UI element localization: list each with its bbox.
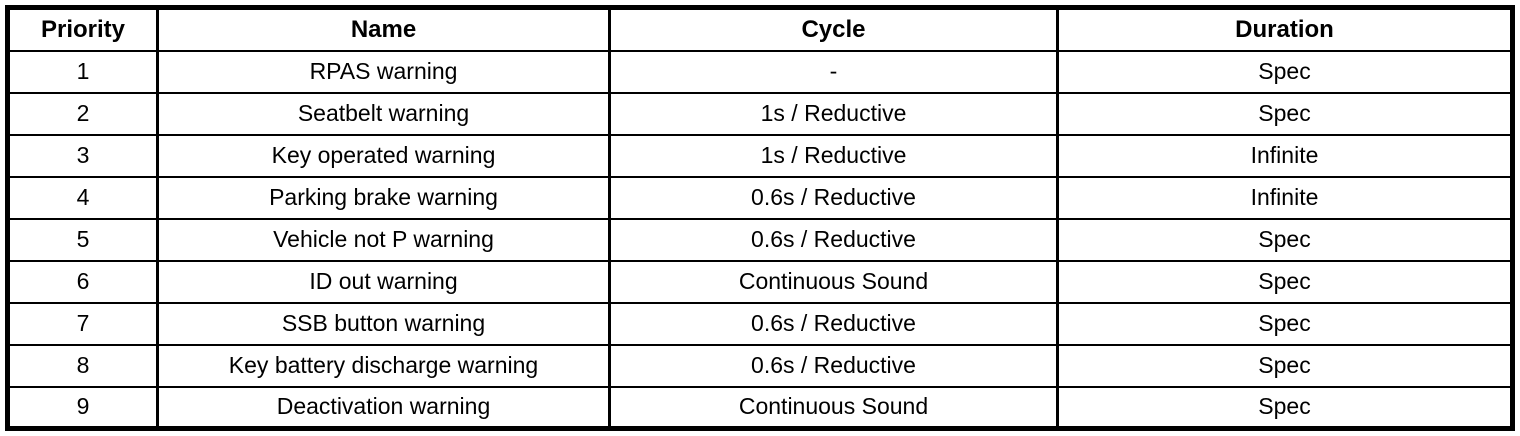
table-row: 2 Seatbelt warning 1s / Reductive Spec <box>6 91 1514 136</box>
cell-cycle: Continuous Sound <box>608 259 1059 304</box>
cell-duration: Spec <box>1056 217 1514 262</box>
column-header-duration: Duration <box>1056 6 1514 52</box>
cell-cycle: - <box>608 49 1059 94</box>
cell-priority: 7 <box>6 301 159 346</box>
cell-cycle: 0.6s / Reductive <box>608 217 1059 262</box>
cell-name: ID out warning <box>156 259 611 304</box>
cell-name: Parking brake warning <box>156 175 611 220</box>
table-row: 8 Key battery discharge warning 0.6s / R… <box>6 343 1514 388</box>
cell-name: Key operated warning <box>156 133 611 178</box>
cell-duration: Spec <box>1056 385 1514 430</box>
cell-duration: Spec <box>1056 259 1514 304</box>
table-body: 1 RPAS warning - Spec 2 Seatbelt warning… <box>6 49 1514 430</box>
column-header-cycle: Cycle <box>608 6 1059 52</box>
cell-cycle: 1s / Reductive <box>608 91 1059 136</box>
table-row: 7 SSB button warning 0.6s / Reductive Sp… <box>6 301 1514 346</box>
cell-name: Vehicle not P warning <box>156 217 611 262</box>
cell-duration: Infinite <box>1056 175 1514 220</box>
cell-duration: Spec <box>1056 301 1514 346</box>
cell-name: Key battery discharge warning <box>156 343 611 388</box>
cell-priority: 1 <box>6 49 159 94</box>
table-row: 6 ID out warning Continuous Sound Spec <box>6 259 1514 304</box>
table-row: 3 Key operated warning 1s / Reductive In… <box>6 133 1514 178</box>
cell-name: RPAS warning <box>156 49 611 94</box>
cell-duration: Infinite <box>1056 133 1514 178</box>
table-header: Priority Name Cycle Duration <box>6 6 1514 52</box>
cell-duration: Spec <box>1056 49 1514 94</box>
table-row: 9 Deactivation warning Continuous Sound … <box>6 385 1514 430</box>
column-header-priority: Priority <box>6 6 159 52</box>
cell-priority: 5 <box>6 217 159 262</box>
cell-name: SSB button warning <box>156 301 611 346</box>
table-row: 1 RPAS warning - Spec <box>6 49 1514 94</box>
cell-cycle: Continuous Sound <box>608 385 1059 430</box>
cell-priority: 2 <box>6 91 159 136</box>
table-row: 5 Vehicle not P warning 0.6s / Reductive… <box>6 217 1514 262</box>
cell-duration: Spec <box>1056 91 1514 136</box>
cell-name: Seatbelt warning <box>156 91 611 136</box>
cell-priority: 6 <box>6 259 159 304</box>
cell-priority: 4 <box>6 175 159 220</box>
cell-cycle: 0.6s / Reductive <box>608 343 1059 388</box>
cell-duration: Spec <box>1056 343 1514 388</box>
cell-cycle: 0.6s / Reductive <box>608 175 1059 220</box>
warning-priority-table: Priority Name Cycle Duration 1 RPAS warn… <box>5 5 1515 431</box>
cell-cycle: 1s / Reductive <box>608 133 1059 178</box>
cell-priority: 8 <box>6 343 159 388</box>
cell-cycle: 0.6s / Reductive <box>608 301 1059 346</box>
cell-priority: 9 <box>6 385 159 430</box>
header-row: Priority Name Cycle Duration <box>6 6 1514 52</box>
column-header-name: Name <box>156 6 611 52</box>
table-row: 4 Parking brake warning 0.6s / Reductive… <box>6 175 1514 220</box>
cell-priority: 3 <box>6 133 159 178</box>
cell-name: Deactivation warning <box>156 385 611 430</box>
